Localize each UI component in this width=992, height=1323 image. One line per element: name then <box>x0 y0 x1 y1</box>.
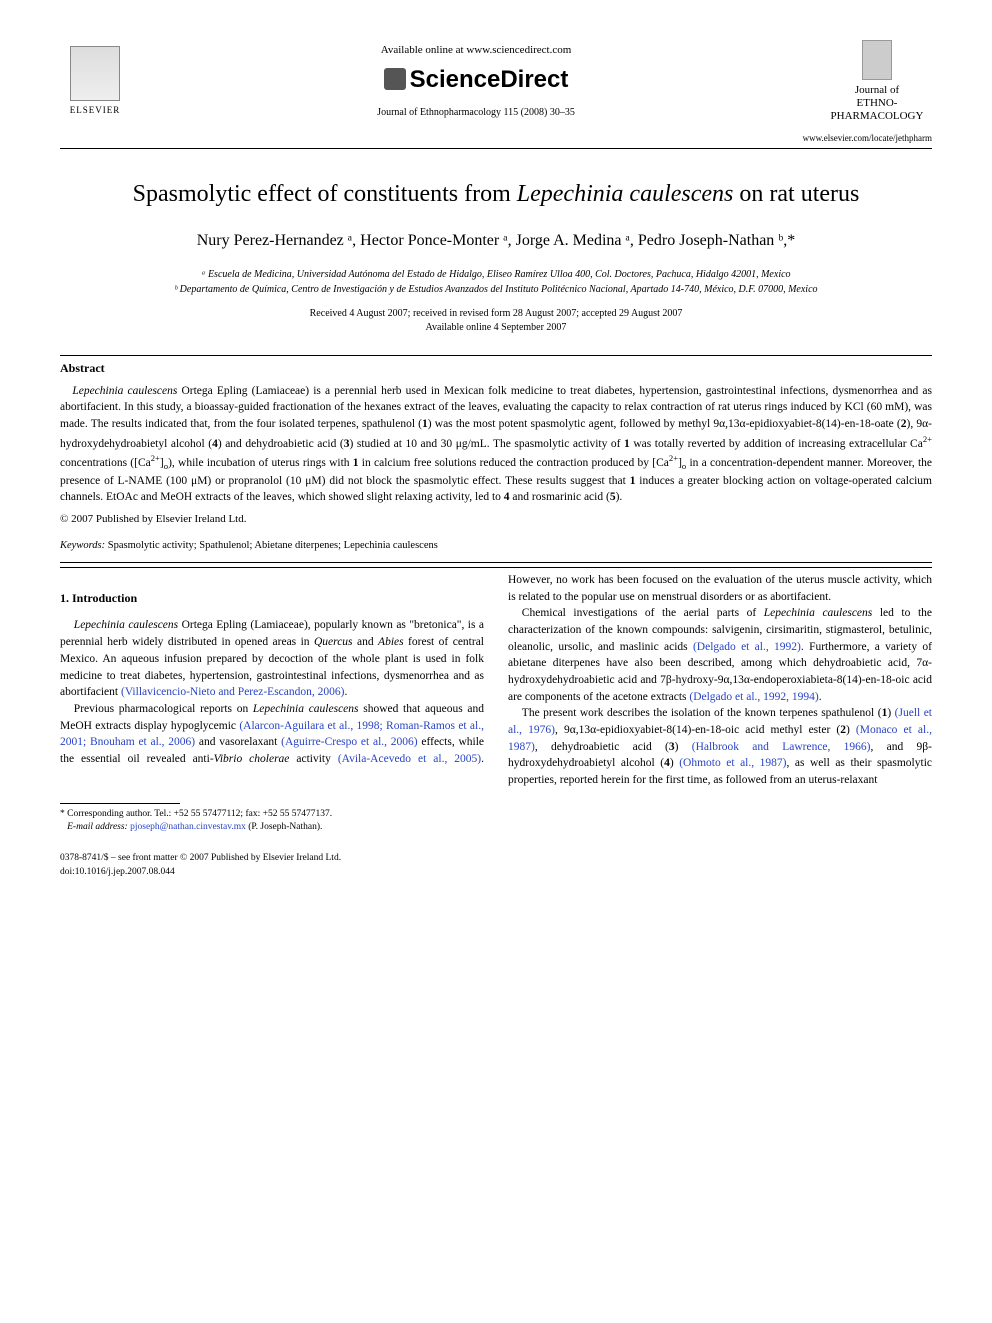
sciencedirect-logo: ScienceDirect <box>384 63 569 97</box>
body-columns: 1. Introduction Lepechinia caulescens Or… <box>60 572 932 789</box>
journal-url: www.elsevier.com/locate/jethpharm <box>60 132 932 145</box>
elsevier-tree-icon <box>70 46 120 101</box>
online-date: Available online 4 September 2007 <box>60 321 932 335</box>
article-title: Spasmolytic effect of constituents from … <box>100 179 892 210</box>
affiliation-a: ᵃ Escuela de Medicina, Universidad Autón… <box>60 267 932 282</box>
elsevier-logo: ELSEVIER <box>60 42 130 122</box>
keywords-label: Keywords: <box>60 540 105 551</box>
sciencedirect-text: ScienceDirect <box>410 63 569 97</box>
authors-list: Nury Perez-Hernandez ᵃ, Hector Ponce-Mon… <box>60 230 932 252</box>
issn-line: 0378-8741/$ – see front matter © 2007 Pu… <box>60 852 932 865</box>
affiliation-b: ᵇ Departamento de Química, Centro de Inv… <box>60 282 932 297</box>
journal-citation: Journal of Ethnopharmacology 115 (2008) … <box>130 106 822 120</box>
divider <box>60 148 932 149</box>
doi-line: doi:10.1016/j.jep.2007.08.044 <box>60 866 932 879</box>
received-date: Received 4 August 2007; received in revi… <box>60 307 932 321</box>
keywords: Keywords: Spasmolytic activity; Spathule… <box>60 539 932 554</box>
intro-p3: Chemical investigations of the aerial pa… <box>508 605 932 705</box>
available-online-text: Available online at www.sciencedirect.co… <box>130 43 822 58</box>
keywords-text: Spasmolytic activity; Spathulenol; Abiet… <box>105 540 438 551</box>
copyright: © 2007 Published by Elsevier Ireland Ltd… <box>60 512 932 527</box>
intro-p1: Lepechinia caulescens Ortega Epling (Lam… <box>60 617 484 700</box>
affiliations: ᵃ Escuela de Medicina, Universidad Autón… <box>60 267 932 297</box>
corr-email-line: E-mail address: pjoseph@nathan.cinvestav… <box>60 821 932 834</box>
page-header: ELSEVIER Available online at www.science… <box>60 40 932 124</box>
journal-cover-icon <box>862 40 892 80</box>
page-footer: 0378-8741/$ – see front matter © 2007 Pu… <box>60 852 932 879</box>
intro-p4: The present work describes the isolation… <box>508 705 932 788</box>
journal-name: Journal of ETHNO-PHARMACOLOGY <box>822 84 932 124</box>
sciencedirect-icon <box>384 68 406 90</box>
corr-author-line: * Corresponding author. Tel.: +52 55 574… <box>60 808 932 821</box>
journal-logo-block: Journal of ETHNO-PHARMACOLOGY <box>822 40 932 124</box>
article-dates: Received 4 August 2007; received in revi… <box>60 307 932 335</box>
divider <box>60 567 932 568</box>
publisher-name: ELSEVIER <box>70 104 121 117</box>
corresponding-author-footnote: * Corresponding author. Tel.: +52 55 574… <box>60 808 932 835</box>
header-center: Available online at www.sciencedirect.co… <box>130 43 822 120</box>
abstract-heading: Abstract <box>60 360 932 377</box>
divider <box>60 562 932 563</box>
footnote-separator <box>60 803 180 804</box>
divider <box>60 355 932 356</box>
intro-heading: 1. Introduction <box>60 590 484 607</box>
abstract-body: Lepechinia caulescens Ortega Epling (Lam… <box>60 383 932 506</box>
